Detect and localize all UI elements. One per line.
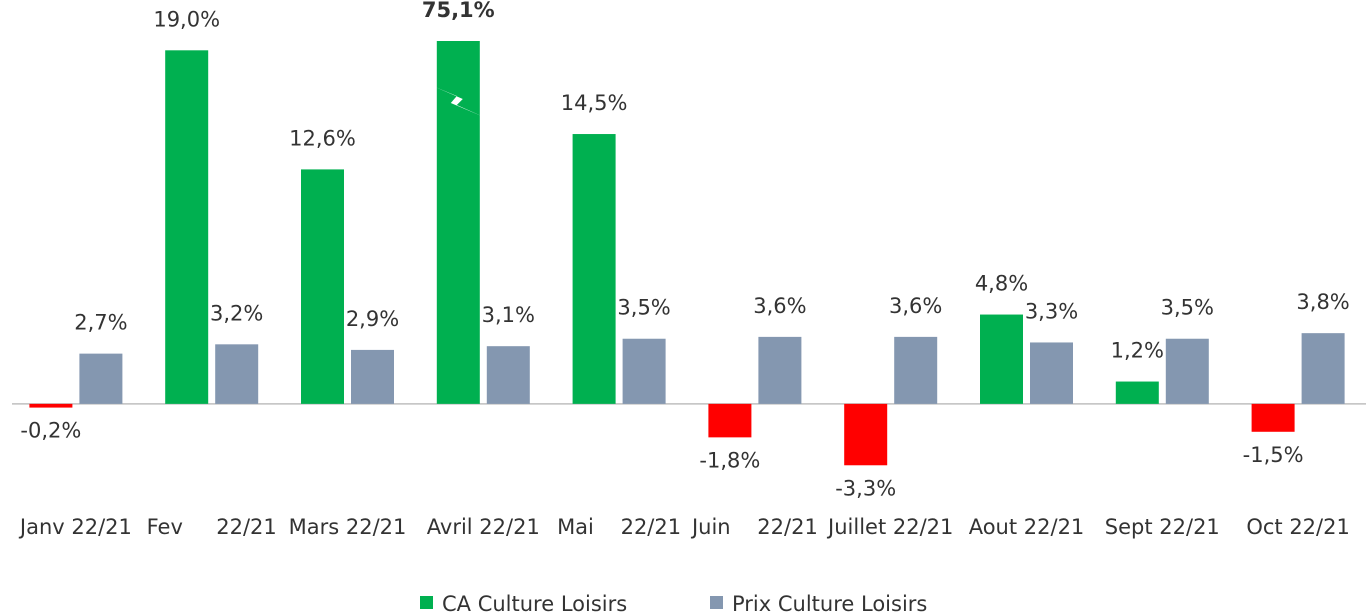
x-tick-label: Mai 22/21 [557, 515, 681, 539]
bar [708, 403, 752, 438]
value-label: 3,8% [1296, 290, 1349, 314]
value-label: -1,8% [699, 448, 760, 472]
x-tick-label: Fev 22/21 [147, 515, 277, 539]
value-label: -1,5% [1243, 443, 1304, 467]
x-tick-label: Janv 22/21 [18, 515, 132, 539]
value-label: 3,5% [617, 296, 670, 320]
x-tick-label: Mars 22/21 [289, 515, 407, 539]
value-label: 3,1% [482, 303, 535, 327]
x-tick-label: Juin 22/21 [690, 515, 818, 539]
bar [486, 346, 530, 404]
bar [1030, 342, 1073, 404]
bar [79, 353, 123, 404]
bar [1301, 333, 1345, 404]
value-label: 1,2% [1111, 339, 1164, 363]
bar [165, 50, 209, 404]
bar [1251, 403, 1295, 432]
value-label: 3,6% [889, 294, 942, 318]
value-label: 12,6% [289, 126, 356, 150]
value-label: 14,5% [561, 91, 628, 115]
bar [215, 344, 259, 404]
bar [844, 403, 888, 466]
value-label: 3,6% [753, 294, 806, 318]
x-tick-label: Sept 22/21 [1105, 515, 1220, 539]
bar [351, 349, 394, 404]
bar [980, 314, 1023, 404]
value-label: -3,3% [835, 476, 896, 500]
bar [29, 403, 73, 408]
x-tick-label: Juillet 22/21 [826, 515, 953, 539]
bar [622, 338, 666, 404]
value-label: 3,5% [1161, 296, 1214, 320]
bar [301, 169, 344, 404]
value-label: 75,1% [422, 0, 495, 22]
legend-swatch [710, 596, 723, 609]
bar [572, 134, 616, 404]
x-tick-label: Oct 22/21 [1246, 515, 1350, 539]
legend-label: Prix Culture Loisirs [732, 592, 927, 613]
value-label: -0,2% [20, 419, 81, 443]
bar [894, 336, 938, 404]
legend-label: CA Culture Loisirs [442, 592, 627, 613]
bar [436, 41, 480, 404]
value-label: 2,7% [74, 311, 127, 335]
x-tick-label: Aout 22/21 [969, 515, 1085, 539]
axis-break [432, 86, 484, 117]
bar [758, 336, 802, 404]
legend-swatch [420, 596, 433, 609]
x-tick-label: Avril 22/21 [427, 515, 540, 539]
value-label: 4,8% [975, 272, 1028, 296]
value-label: 2,9% [346, 307, 399, 331]
bar [1115, 381, 1159, 404]
value-label: 3,2% [210, 301, 263, 325]
value-label: 3,3% [1025, 299, 1078, 323]
bar [1165, 338, 1209, 404]
value-label: 19,0% [153, 7, 220, 31]
